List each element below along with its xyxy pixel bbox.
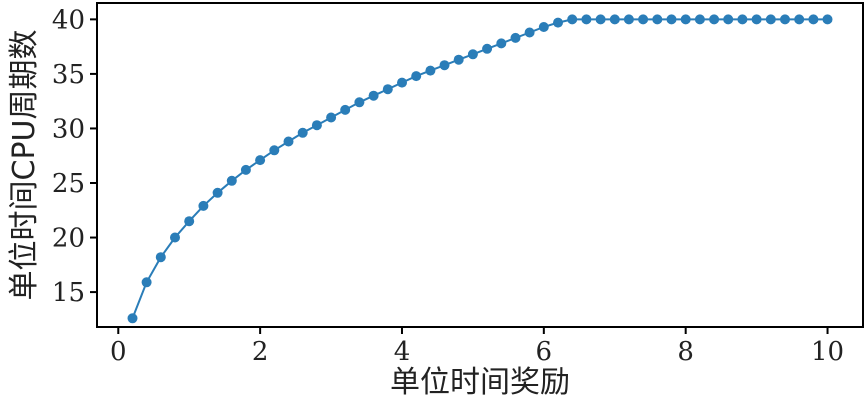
data-point [326,112,337,123]
x-tick-label: 6 [536,337,553,367]
data-point [198,200,209,211]
x-axis-title: 单位时间奖励 [390,365,570,400]
data-point [170,232,180,243]
data-point [127,313,138,324]
data-point [666,14,677,25]
x-tick-label: 2 [252,337,269,367]
data-point [382,84,393,95]
data-point [609,14,620,25]
y-tick-label: 40 [52,5,85,35]
data-point [510,32,521,43]
data-point [780,14,790,25]
data-point [737,14,748,25]
data-point [283,136,294,147]
data-point [184,216,195,227]
data-point [808,14,819,25]
x-tick-label: 10 [811,337,844,367]
series-line [131,18,828,319]
x-tick-label: 4 [394,337,411,367]
data-point [680,14,691,25]
data-point [623,14,634,25]
y-tick-label: 20 [52,224,85,254]
data-point [397,77,407,88]
data-point [340,104,351,115]
data-point [482,43,493,54]
data-point [368,90,379,101]
data-point [496,38,507,49]
data-point [411,71,422,82]
plot-frame [96,2,864,328]
data-point [297,127,308,138]
data-point [439,60,450,71]
data-point [751,14,762,25]
data-point [822,14,833,25]
y-tick-label: 35 [52,60,85,90]
data-point [694,14,705,25]
chart-marks [127,14,833,324]
y-axis-ticks: 15 20 25 30 35 40 [52,5,97,308]
y-tick-label: 15 [52,278,85,308]
data-point [581,14,592,25]
data-point [553,17,563,28]
data-point [226,175,237,186]
data-point [723,14,734,25]
x-tick-label: 0 [110,337,127,367]
data-point [567,14,578,25]
data-point [453,54,464,65]
data-point [212,187,223,198]
data-point [638,14,649,25]
data-point [255,155,266,166]
data-point [709,14,720,25]
data-point [425,65,436,76]
y-tick-label: 25 [52,169,85,199]
data-point [467,49,478,60]
y-tick-label: 30 [52,114,85,144]
x-axis-ticks: 0 2 4 6 8 10 [110,327,844,367]
data-point [794,14,805,25]
x-tick-label: 8 [677,337,694,367]
y-axis-title: 单位时间CPU周期数 [7,30,42,301]
data-point [311,120,322,131]
data-point [155,252,166,263]
data-point [538,22,549,32]
data-point [141,277,152,288]
data-point [269,145,280,156]
data-point [765,14,776,25]
data-point [524,27,535,38]
data-point [595,14,606,25]
data-point [354,97,365,108]
data-point [652,14,663,25]
data-point [240,164,251,175]
